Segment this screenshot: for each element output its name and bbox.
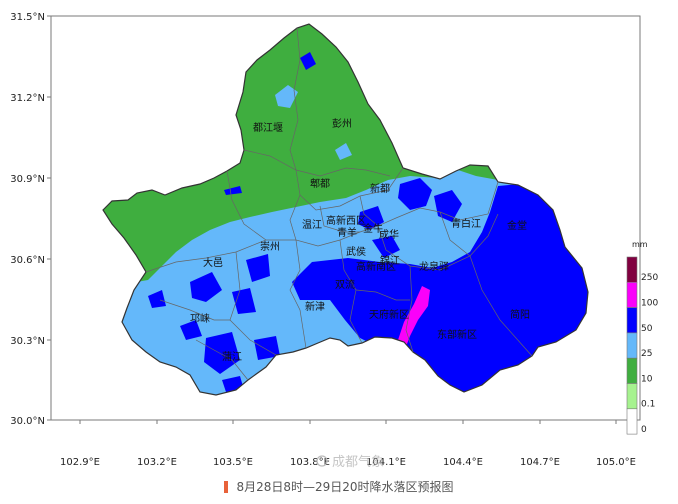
rain-zone-100-250 [398,286,430,352]
district-label-qingbaijiang: 青白江 [451,217,481,230]
district-label-gaoxin-west: 高新西区 [326,214,366,227]
legend-value-label: 100 [641,299,658,309]
district-label-chongzhou: 崇州 [260,241,280,253]
district-label-pidu: 郫都 [310,177,330,190]
legend-color-bar [626,256,638,435]
light-blue-patch [275,85,298,108]
legend-unit: mm [632,240,648,249]
district-label-jintang: 金堂 [507,219,527,232]
district-label-dujiangyan: 都江堰 [253,122,283,134]
legend: mm 250 100 50 25 10 0.1 0 [626,240,658,435]
dark-blue-patch [300,52,316,70]
axis-ticks: 31.5°N 31.2°N 30.9°N 30.6°N 30.3°N 30.0°N 102.… [10,12,636,468]
dark-blue-patch [204,332,240,374]
caption-accent-bar [224,481,229,493]
legend-swatch [626,281,638,308]
watermark: 成都气象 [316,454,384,470]
lat-tick-label: 30.9°N [10,174,45,185]
dark-blue-patch [254,336,280,360]
district-label-shuangliu: 双流 [335,278,355,291]
lat-tick-label: 30.6°N [10,255,45,266]
lat-tick-label: 30.0°N [10,416,45,427]
district-label-jinniu: 金牛 [363,222,383,235]
lon-tick-label: 105.0°E [596,457,636,468]
legend-swatch [626,307,638,334]
lon-tick-label: 103.5°E [213,457,253,468]
dark-blue-patch [224,186,242,195]
dark-blue-patch [190,272,222,302]
lat-tick-label: 31.2°N [10,93,45,104]
lon-tick-label: 104.7°E [520,457,560,468]
watermark-text: 成都气象 [332,454,384,470]
legend-value-label: 0.1 [641,400,655,410]
legend-value-label: 50 [641,324,653,334]
legend-swatch [626,383,638,410]
lat-tick-label: 30.3°N [10,336,45,347]
lon-tick-label: 104.1°E [366,457,406,468]
lon-tick-label: 103.8°E [290,457,330,468]
district-borders [145,27,533,381]
lon-tick-label: 103.2°E [137,457,177,468]
district-label-chenghua: 成华 [379,228,399,241]
legend-value-label: 25 [641,349,652,359]
map-caption: 8月28日8时—29日20时降水落区预报图 [0,478,678,495]
district-label-jinjiang: 锦江 [380,254,400,267]
chengdu-outline [102,23,589,396]
dark-blue-patch [148,290,166,308]
district-label-xinjin: 新津 [305,300,325,313]
dark-blue-patch [358,206,384,230]
legend-labels: 250 100 50 25 10 0.1 0 [641,273,658,435]
district-label-pujiang: 蒲江 [222,350,242,363]
legend-swatch [626,408,638,435]
dark-blue-patch [246,254,270,282]
district-label-xindu: 新都 [370,182,390,195]
legend-swatch [626,256,638,283]
district-label-dayi: 大邑 [203,256,223,269]
dark-blue-patch [232,288,256,314]
lat-tick-label: 31.5°N [10,12,45,23]
legend-value-label: 10 [641,374,653,384]
watermark-logo-icon [316,455,328,467]
district-label-wenjiang: 温江 [302,219,322,231]
dark-blue-patch [180,320,202,340]
district-label-qingyang: 青羊 [337,226,357,239]
district-label-qionglai: 邛崃 [190,313,210,325]
dark-blue-patch [398,178,432,210]
district-label-longquanyi: 龙泉驿 [419,260,449,273]
lon-tick-label: 104.4°E [443,457,483,468]
legend-value-label: 250 [641,273,658,283]
dark-blue-patch [372,236,400,258]
district-label-tianfu: 天府新区 [369,308,409,321]
district-label-wuhou: 武侯 [346,245,366,258]
rain-zone-50-100-east [292,184,588,395]
caption-text: 8月28日8时—29日20时降水落区预报图 [236,480,454,494]
district-labels: 彭州 都江堰 郫都 新都 温江 高新西区 青羊 金牛 成华 青白江 金堂 崇州 … [190,117,530,363]
legend-value-label: 0 [641,425,647,435]
district-label-pengzhou: 彭州 [332,117,352,130]
district-label-gaoxin-south: 高新南区 [356,260,396,273]
legend-swatch [626,357,638,384]
lon-tick-label: 102.9°E [60,457,100,468]
light-blue-patch [335,143,352,160]
district-label-east-new-area: 东部新区 [437,328,477,341]
district-label-jianyang: 简阳 [510,308,530,321]
legend-swatch [626,332,638,359]
